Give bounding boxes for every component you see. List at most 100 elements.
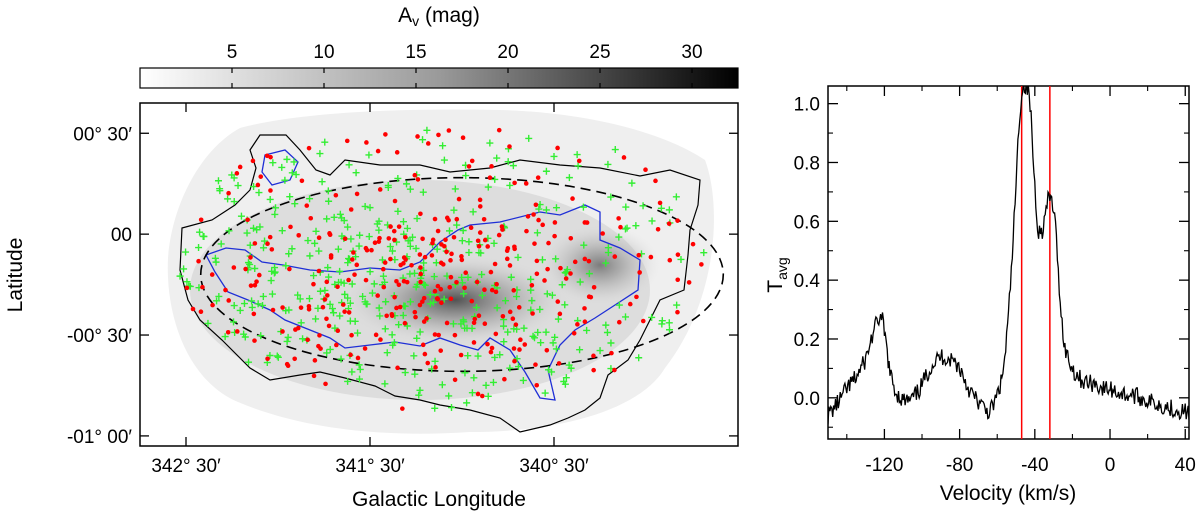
green-source-marker	[395, 321, 403, 329]
green-source-marker	[451, 185, 459, 193]
red-source-marker	[582, 220, 588, 225]
colorbar: Av (mag) 5 10 15 20 25 30	[139, 4, 739, 89]
red-source-marker	[394, 278, 399, 284]
green-source-marker	[672, 193, 680, 201]
green-source-marker	[347, 235, 355, 243]
green-source-marker	[344, 259, 352, 267]
red-source-marker	[475, 238, 481, 244]
red-source-marker	[469, 298, 475, 304]
green-source-marker	[493, 304, 501, 312]
green-source-marker	[292, 171, 300, 179]
green-source-marker	[501, 297, 509, 305]
red-source-marker	[377, 235, 382, 241]
red-source-marker	[415, 134, 420, 139]
green-source-marker	[413, 334, 421, 342]
red-source-marker	[436, 132, 441, 138]
red-source-marker	[488, 269, 494, 275]
green-source-marker	[513, 293, 521, 301]
red-source-marker	[328, 255, 334, 260]
red-source-marker	[499, 224, 505, 229]
red-source-marker	[429, 253, 435, 258]
red-source-marker	[409, 262, 414, 268]
red-source-marker	[375, 148, 381, 154]
red-source-marker	[459, 254, 464, 259]
green-source-marker	[273, 352, 281, 360]
green-source-marker	[520, 324, 528, 332]
red-source-marker	[295, 325, 301, 331]
green-source-marker	[573, 151, 581, 159]
green-source-marker	[268, 290, 276, 298]
red-source-marker	[534, 271, 540, 277]
green-source-marker	[365, 151, 373, 159]
map-x-tick-label: 341° 30′	[335, 456, 405, 477]
red-source-marker	[422, 254, 428, 260]
green-source-marker	[331, 324, 339, 332]
red-source-marker	[533, 202, 539, 208]
red-source-marker	[454, 280, 459, 285]
red-source-marker	[452, 377, 458, 383]
green-source-marker	[500, 338, 508, 346]
green-source-marker	[484, 183, 492, 191]
red-source-marker	[496, 127, 502, 133]
spectrum-y-tick-label: 0.8	[794, 153, 820, 174]
red-source-marker	[481, 216, 487, 222]
red-source-marker	[436, 332, 441, 338]
red-source-marker	[225, 329, 231, 335]
green-source-marker	[621, 225, 629, 233]
red-source-marker	[287, 266, 292, 272]
red-source-marker	[412, 309, 418, 315]
green-source-marker	[337, 355, 345, 363]
green-source-marker	[602, 321, 610, 329]
green-source-marker	[543, 290, 551, 298]
red-source-marker	[571, 330, 577, 336]
spectrum-x-axis: -120 -80 -40 0 40	[846, 86, 1196, 476]
red-source-marker	[425, 360, 431, 366]
red-source-marker	[320, 304, 326, 310]
red-source-marker	[555, 299, 561, 304]
green-source-marker	[375, 217, 383, 225]
red-source-marker	[351, 250, 356, 255]
green-source-marker	[622, 203, 630, 211]
green-source-marker	[299, 335, 307, 343]
red-source-marker	[397, 304, 403, 310]
green-source-marker	[519, 376, 527, 384]
green-source-marker	[381, 278, 389, 286]
red-source-marker	[477, 197, 483, 203]
green-source-marker	[346, 317, 354, 325]
red-source-marker	[335, 284, 340, 290]
spectrum-x-tick-label: -80	[946, 455, 973, 476]
red-source-marker	[531, 212, 536, 217]
red-source-marker	[482, 287, 487, 293]
spectrum-y-tick-label: 0.4	[794, 271, 821, 292]
green-source-marker	[212, 258, 220, 266]
spectrum-y-tick-label: 0.6	[794, 212, 820, 233]
red-source-marker	[612, 367, 617, 373]
green-source-marker	[386, 243, 394, 251]
red-source-marker	[446, 217, 451, 223]
red-source-marker	[391, 228, 397, 234]
red-source-marker	[401, 261, 406, 266]
red-source-marker	[237, 164, 243, 170]
green-source-marker	[473, 304, 481, 312]
green-source-marker	[325, 197, 333, 205]
red-source-marker	[394, 150, 400, 155]
red-source-marker	[616, 216, 621, 221]
red-source-marker	[454, 216, 460, 222]
map-y-tick-label: 00	[111, 225, 132, 246]
red-source-marker	[323, 381, 328, 387]
red-source-marker	[588, 294, 594, 300]
green-source-marker	[243, 229, 251, 237]
green-source-marker	[321, 286, 329, 294]
red-source-marker	[523, 181, 529, 186]
green-source-marker	[628, 179, 636, 187]
green-source-marker	[411, 269, 419, 277]
red-source-marker	[563, 276, 569, 281]
red-source-marker	[418, 279, 423, 285]
map-dense-core-2	[540, 225, 660, 305]
green-source-marker	[412, 245, 420, 253]
colorbar-gradient	[139, 67, 739, 89]
green-source-marker	[542, 328, 550, 336]
green-source-marker	[496, 351, 504, 359]
green-source-marker	[478, 271, 486, 279]
red-source-marker	[552, 220, 558, 225]
